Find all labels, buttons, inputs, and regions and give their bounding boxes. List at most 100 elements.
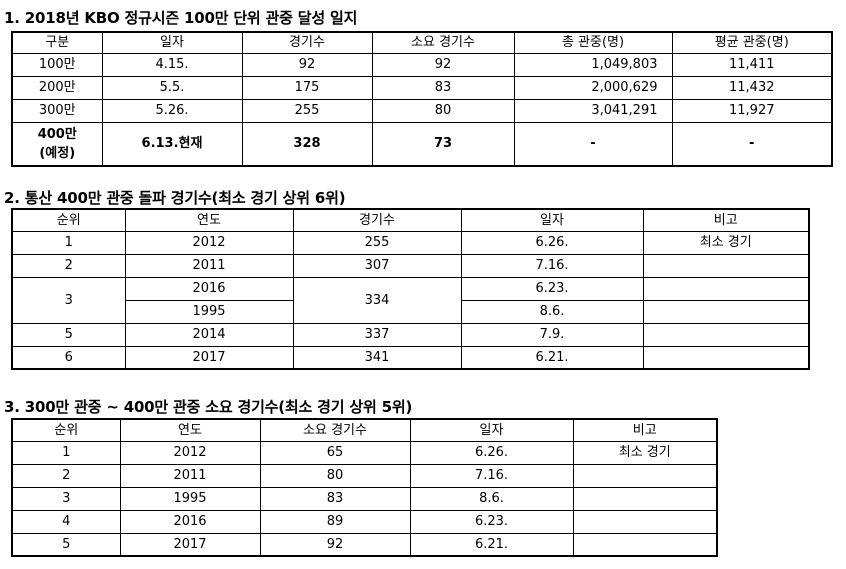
table-cell: 5 [11, 532, 121, 557]
table-cell: 92 [259, 532, 411, 557]
table-cell: 83 [259, 486, 411, 511]
table-row: 3 2016 334 6.23. [11, 276, 810, 324]
projected-label: 400만 (예정) [11, 121, 103, 167]
table-cell: 337 [292, 322, 462, 347]
table-cell: 200만 [11, 75, 103, 100]
column-header: 총 관중(명) [513, 31, 673, 54]
table-row: 4 2016 89 6.23. [11, 509, 718, 534]
table-cell: 100만 [11, 52, 103, 77]
table-cell [572, 486, 718, 511]
table-cell: 6.21. [409, 532, 574, 557]
table-cell: 3 [11, 276, 126, 324]
table-cell [642, 345, 810, 370]
table-cell: 8.6. [460, 299, 644, 324]
table-cell: 5 [11, 322, 126, 347]
table-cell: 92 [241, 52, 373, 77]
table-row: 300만 5.26. 255 80 3,041,291 11,927 [11, 98, 833, 123]
table-cell: 6.21. [460, 345, 644, 370]
table-cell: 8.6. [409, 486, 574, 511]
table-cell: 최소 경기 [572, 440, 718, 465]
table-cell [642, 276, 810, 301]
column-header: 연도 [124, 208, 294, 232]
table-cell: 307 [292, 253, 462, 278]
table-cell: 7.9. [460, 322, 644, 347]
table-cell: 5.5. [101, 75, 243, 100]
table-cell: 2 [11, 253, 126, 278]
table-cell: 341 [292, 345, 462, 370]
table-row: 1995 8.6. [12, 299, 810, 324]
table-cell: 83 [371, 75, 515, 100]
table-cell: 3,041,291 [513, 98, 673, 123]
table-cell: 92 [371, 52, 515, 77]
column-header: 소요 경기수 [259, 418, 411, 442]
table-cell: 2011 [124, 253, 294, 278]
table-cell: 3 [11, 486, 121, 511]
table-cell: 1,049,803 [513, 52, 673, 77]
column-header: 일자 [101, 31, 243, 54]
column-header: 비고 [642, 208, 810, 232]
table-cell: 175 [241, 75, 373, 100]
column-header: 일자 [409, 418, 574, 442]
table-cell: 최소 경기 [642, 230, 810, 255]
projected-label-line2: (예정) [39, 145, 76, 161]
table-cell: 6.23. [409, 509, 574, 534]
table-cell: 2,000,629 [513, 75, 673, 100]
table-row: 6 2017 341 6.21. [11, 345, 810, 370]
column-header: 순위 [11, 208, 126, 232]
table-cell: 11,411 [671, 52, 833, 77]
projected-row: 400만 (예정) 6.13.현재 328 73 - - [11, 121, 833, 167]
table-cell: 6 [11, 345, 126, 370]
table-row: 5 2017 92 6.21. [11, 532, 718, 557]
table-cell: 11,927 [671, 98, 833, 123]
table-cell: 4 [11, 509, 121, 534]
column-header: 순위 [11, 418, 121, 442]
column-header: 경기수 [241, 31, 373, 54]
table-row: 1 2012 65 6.26. 최소 경기 [11, 440, 718, 465]
milestone-table: 구분 일자 경기수 소요 경기수 총 관중(명) 평균 관중(명) 100만 4… [11, 31, 833, 167]
table-cell: 300만 [11, 98, 103, 123]
column-header: 소요 경기수 [371, 31, 515, 54]
table-cell: 6.26. [409, 440, 574, 465]
table-cell: 1 [11, 230, 126, 255]
table-cell: 6.26. [460, 230, 644, 255]
column-header: 연도 [119, 418, 261, 442]
section1-heading: 1. 2018년 KBO 정규시즌 100만 단위 관중 달성 일지 [4, 9, 358, 27]
table-row: 5 2014 337 7.9. [11, 322, 810, 347]
table-cell: 89 [259, 509, 411, 534]
table-row: 3 1995 83 8.6. [11, 486, 718, 511]
table-cell: 255 [292, 230, 462, 255]
table-cell: - [671, 121, 833, 167]
table-cell: 2017 [119, 532, 261, 557]
table-cell: 2016 [124, 276, 294, 301]
table-cell [642, 299, 810, 324]
table-cell: 80 [371, 98, 515, 123]
table-row: 1 2012 255 6.26. 최소 경기 [11, 230, 810, 255]
table-cell: 334 [292, 276, 462, 324]
table-cell: 2 [11, 463, 121, 488]
table-header-row: 구분 일자 경기수 소요 경기수 총 관중(명) 평균 관중(명) [11, 31, 833, 54]
table-cell: 2011 [119, 463, 261, 488]
table-cell [642, 253, 810, 278]
projected-label-line1: 400만 [37, 126, 77, 142]
table-cell: 7.16. [409, 463, 574, 488]
table-row: 2 2011 80 7.16. [11, 463, 718, 488]
table-cell: 11,432 [671, 75, 833, 100]
table-cell: 328 [241, 121, 373, 167]
table-cell: 6.13.현재 [101, 121, 243, 167]
table-cell: 7.16. [460, 253, 644, 278]
section2-heading: 2. 통산 400만 관중 돌파 경기수(최소 경기 상위 6위) [4, 189, 346, 207]
table-row: 100만 4.15. 92 92 1,049,803 11,411 [11, 52, 833, 77]
ranking-table-400: 순위 연도 경기수 일자 비고 1 2012 255 6.26. 최소 경기 2… [11, 208, 810, 370]
ranking-table-300-400: 순위 연도 소요 경기수 일자 비고 1 2012 65 6.26. 최소 경기… [11, 418, 718, 557]
column-header: 일자 [460, 208, 644, 232]
table-cell: 1 [11, 440, 121, 465]
table-cell: 1995 [119, 486, 261, 511]
table-row: 200만 5.5. 175 83 2,000,629 11,432 [11, 75, 833, 100]
table-row: 2 2011 307 7.16. [11, 253, 810, 278]
table-cell: 2017 [124, 345, 294, 370]
table-cell: 73 [371, 121, 515, 167]
table-cell: 5.26. [101, 98, 243, 123]
table-cell [642, 322, 810, 347]
table-cell: - [513, 121, 673, 167]
column-header: 경기수 [292, 208, 462, 232]
